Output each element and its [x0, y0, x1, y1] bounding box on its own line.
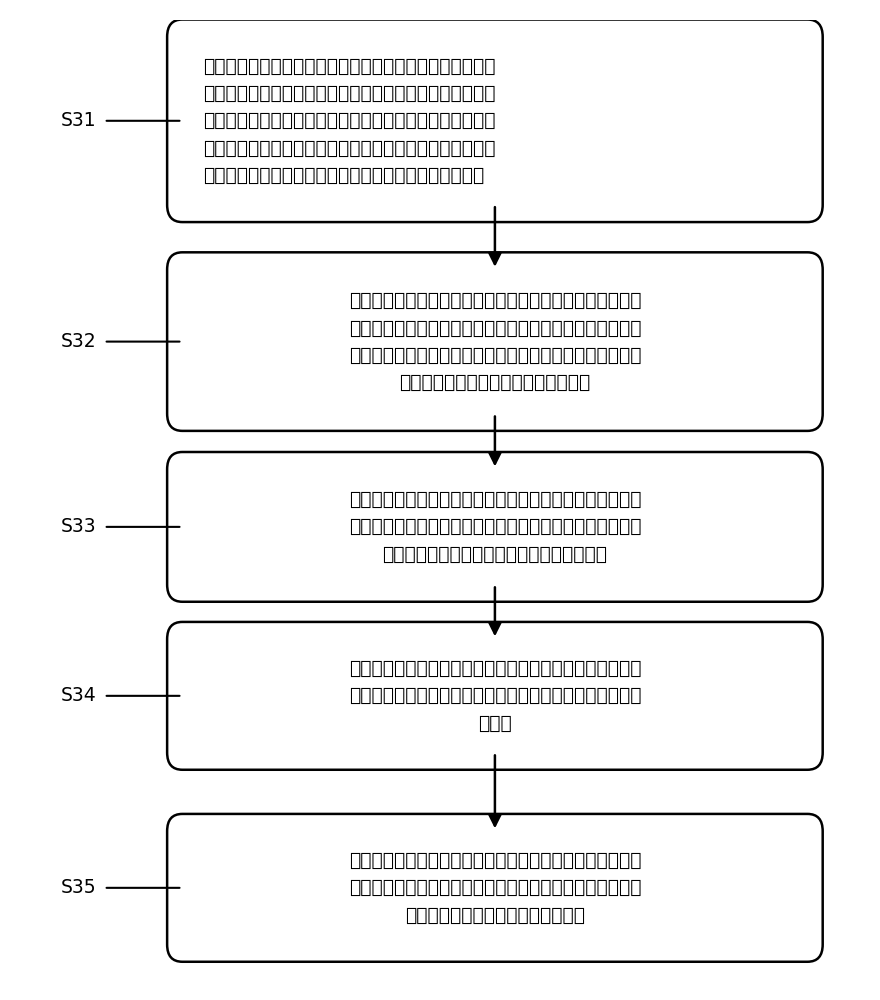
Text: S32: S32	[61, 332, 96, 351]
Text: 利用第四关系式，根据所述全角平面的总侧向力、副法线方
向上的总侧向力确定三维井眼中的所述钻杆单元单位长度的
侧向力: 利用第四关系式，根据所述全角平面的总侧向力、副法线方 向上的总侧向力确定三维井眼…	[348, 659, 642, 733]
Text: 利用第二关系式，根据所述钻杆单元的曲率、长度、有效重
力、第一井斜角、第二井斜角、第一真方位角以及第二真方
位角，确定所述钻杆单元的第二节点的轴向力、第一节点的: 利用第二关系式，根据所述钻杆单元的曲率、长度、有效重 力、第一井斜角、第二井斜角…	[348, 291, 642, 392]
FancyBboxPatch shape	[167, 20, 823, 222]
FancyBboxPatch shape	[167, 814, 823, 962]
Text: S34: S34	[61, 686, 96, 705]
Text: S35: S35	[61, 878, 96, 897]
Text: 利用第一关系式，根据所述钻杆单元的曲率、长度、有效重
力、横截面的惯性矩、弹性模量以及第一井斜角、第二井斜
角、井眼的摩阻系数、钻杆的钻进速度、钻井液粘度、井深: 利用第一关系式，根据所述钻杆单元的曲率、长度、有效重 力、横截面的惯性矩、弹性模…	[203, 57, 496, 185]
Text: S33: S33	[61, 517, 96, 536]
FancyBboxPatch shape	[167, 252, 823, 431]
FancyBboxPatch shape	[167, 452, 823, 602]
Text: S31: S31	[61, 111, 96, 130]
FancyBboxPatch shape	[167, 622, 823, 770]
Text: 利用第三关系式，根据所述钻杆单元的长度、有效重力、第
一井斜角、第二井斜角、第一真方位角以及第二真方位角，
确定所述钻杆单元的副法线方向上的总侧向力: 利用第三关系式，根据所述钻杆单元的长度、有效重力、第 一井斜角、第二井斜角、第一…	[348, 490, 642, 564]
Text: 根据所述第一关系式、第二关系式、第三关系式、第四关系
式确定所述钻杆单元的第二节点的轴向力、第一节点的轴向
力、所述钻杆单元单位长度的侧向力: 根据所述第一关系式、第二关系式、第三关系式、第四关系 式确定所述钻杆单元的第二节…	[348, 851, 642, 925]
